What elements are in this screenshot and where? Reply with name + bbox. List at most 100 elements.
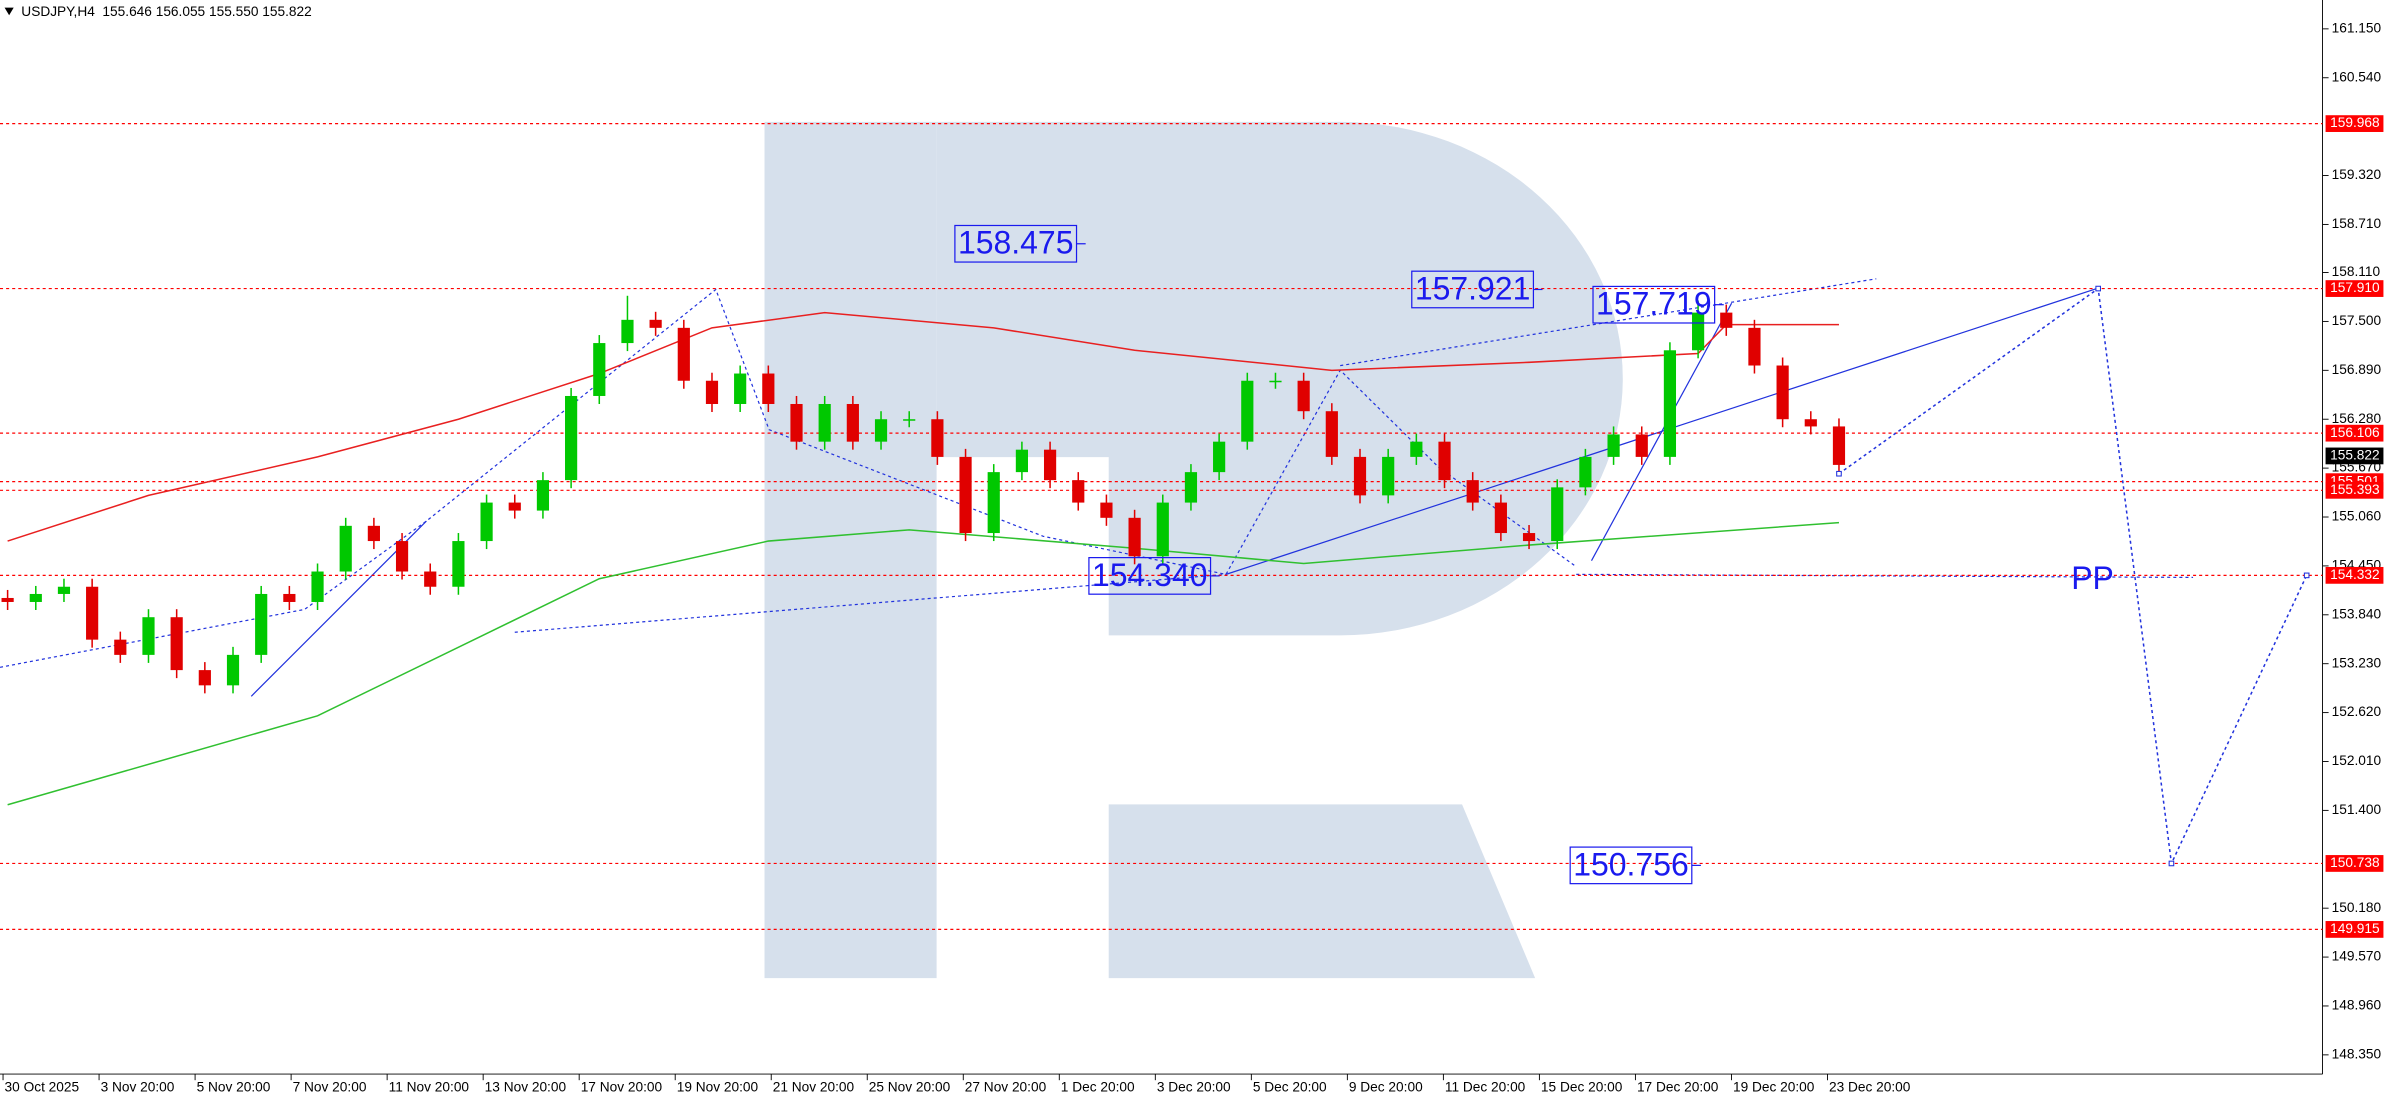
candle-body (1663, 350, 1677, 457)
y-tick-label: 160.540 (2332, 69, 2382, 84)
candle-body (424, 571, 437, 587)
candle-body (536, 480, 550, 511)
x-tick-label: 17 Dec 20:00 (1637, 1079, 1719, 1094)
trend-line (1590, 302, 1733, 561)
x-tick-label: 19 Dec 20:00 (1733, 1079, 1815, 1094)
candle-body (1, 597, 14, 602)
y-tick-label: 156.280 (2332, 411, 2382, 426)
x-tick-label: 17 Nov 20:00 (581, 1079, 663, 1094)
y-tick-label: 152.620 (2332, 704, 2382, 719)
level-label-box (2325, 280, 2384, 297)
x-tick-label: 13 Nov 20:00 (485, 1079, 567, 1094)
candle-body (987, 472, 1000, 534)
y-tick-label: 159.320 (2332, 167, 2382, 182)
x-tick-label: 23 Dec 20:00 (1829, 1079, 1911, 1094)
y-tick-label: 153.840 (2332, 606, 2382, 621)
annotation-label: 154.340 (1092, 557, 1208, 593)
candle-body (508, 502, 521, 511)
candle-body (1213, 441, 1226, 473)
candle-body (621, 319, 634, 344)
candle-body (1748, 327, 1761, 366)
x-tick-label: 11 Dec 20:00 (1445, 1079, 1526, 1094)
candle-body (1297, 380, 1310, 412)
y-tick-label: 149.570 (2332, 949, 2382, 964)
annotation-label: PP (2071, 560, 2114, 596)
moving-average (7, 521, 1840, 806)
annotation-label: 158.475 (958, 225, 1074, 261)
candle-body (170, 617, 183, 671)
candle-body (1156, 502, 1169, 557)
candle-body (226, 654, 240, 686)
x-tick-label: 3 Nov 20:00 (101, 1079, 175, 1094)
candle-body (1832, 426, 1846, 465)
x-tick-label: 11 Nov 20:00 (389, 1079, 470, 1094)
level-label: 155.393 (2330, 482, 2380, 497)
candle-body (1241, 380, 1254, 442)
x-tick-label: 9 Dec 20:00 (1349, 1079, 1423, 1094)
annotation-label: 157.719 (1596, 286, 1712, 322)
x-tick-label: 3 Dec 20:00 (1157, 1079, 1231, 1094)
pivot-line (1576, 573, 2194, 579)
candle-body (1043, 449, 1057, 481)
candle-body (1607, 434, 1620, 457)
level-label-box (2325, 921, 2384, 938)
candle-body (762, 373, 775, 404)
candle-body (593, 343, 606, 396)
candle-body (649, 319, 662, 328)
candle-body (1353, 456, 1367, 496)
candle-body (283, 593, 296, 602)
y-tick-label: 158.710 (2332, 216, 2382, 231)
candle-body (1522, 533, 1536, 542)
title-arrow (4, 7, 14, 16)
candle-body (198, 670, 211, 686)
candle-body (1551, 487, 1564, 542)
candle-body (480, 502, 493, 542)
level-label: 159.968 (2330, 115, 2380, 130)
current-price-label: 155.822 (2330, 448, 2379, 463)
level-label: 149.915 (2330, 921, 2380, 936)
zigzag-line (0, 288, 1577, 668)
candle-body (57, 586, 71, 594)
level-label-box (2325, 424, 2384, 442)
y-tick-label: 155.060 (2332, 509, 2382, 524)
candle-body (1720, 312, 1733, 328)
candles (1, 295, 1846, 694)
annotation-label: 150.756 (1573, 846, 1689, 882)
candle-body (903, 419, 916, 421)
y-tick-label: 153.230 (2332, 655, 2382, 670)
chart-title: USDJPY,H4 155.646 156.055 155.550 155.82… (21, 4, 311, 19)
y-tick-label: 151.400 (2332, 802, 2382, 817)
y-tick-label: 157.500 (2332, 313, 2382, 328)
candle-body (1269, 380, 1282, 383)
level-label-box (2325, 566, 2384, 584)
trend-lines (0, 278, 2194, 697)
x-tick-label: 21 Nov 20:00 (773, 1079, 855, 1094)
x-tick-label: 19 Nov 20:00 (677, 1079, 759, 1094)
level-label-box (2325, 115, 2384, 132)
candle-body (1100, 502, 1113, 518)
x-tick-label: 27 Nov 20:00 (965, 1079, 1047, 1094)
candle-body (1015, 449, 1028, 473)
level-label-box (2325, 481, 2384, 499)
y-tick-label: 156.890 (2332, 362, 2382, 377)
candle-body (1128, 517, 1141, 557)
candle-body (29, 593, 42, 602)
x-tick-label: 7 Nov 20:00 (293, 1079, 367, 1094)
candle-body (1382, 456, 1395, 496)
x-tick-label: 5 Nov 20:00 (197, 1079, 271, 1094)
candle-body (734, 373, 747, 404)
y-tick-label: 148.960 (2332, 998, 2382, 1013)
forecast-point (2168, 860, 2175, 867)
level-label: 150.738 (2330, 855, 2380, 870)
candle-body (1325, 411, 1338, 457)
candle-body (395, 541, 409, 572)
candle-body (846, 403, 859, 442)
candle-body (1579, 456, 1592, 488)
x-tick-label: 30 Oct 2025 (5, 1079, 80, 1094)
forecast-line (1838, 287, 2308, 867)
annotation-label: 157.921 (1415, 270, 1531, 306)
candle-body (1072, 480, 1085, 503)
candle-body (959, 456, 972, 534)
